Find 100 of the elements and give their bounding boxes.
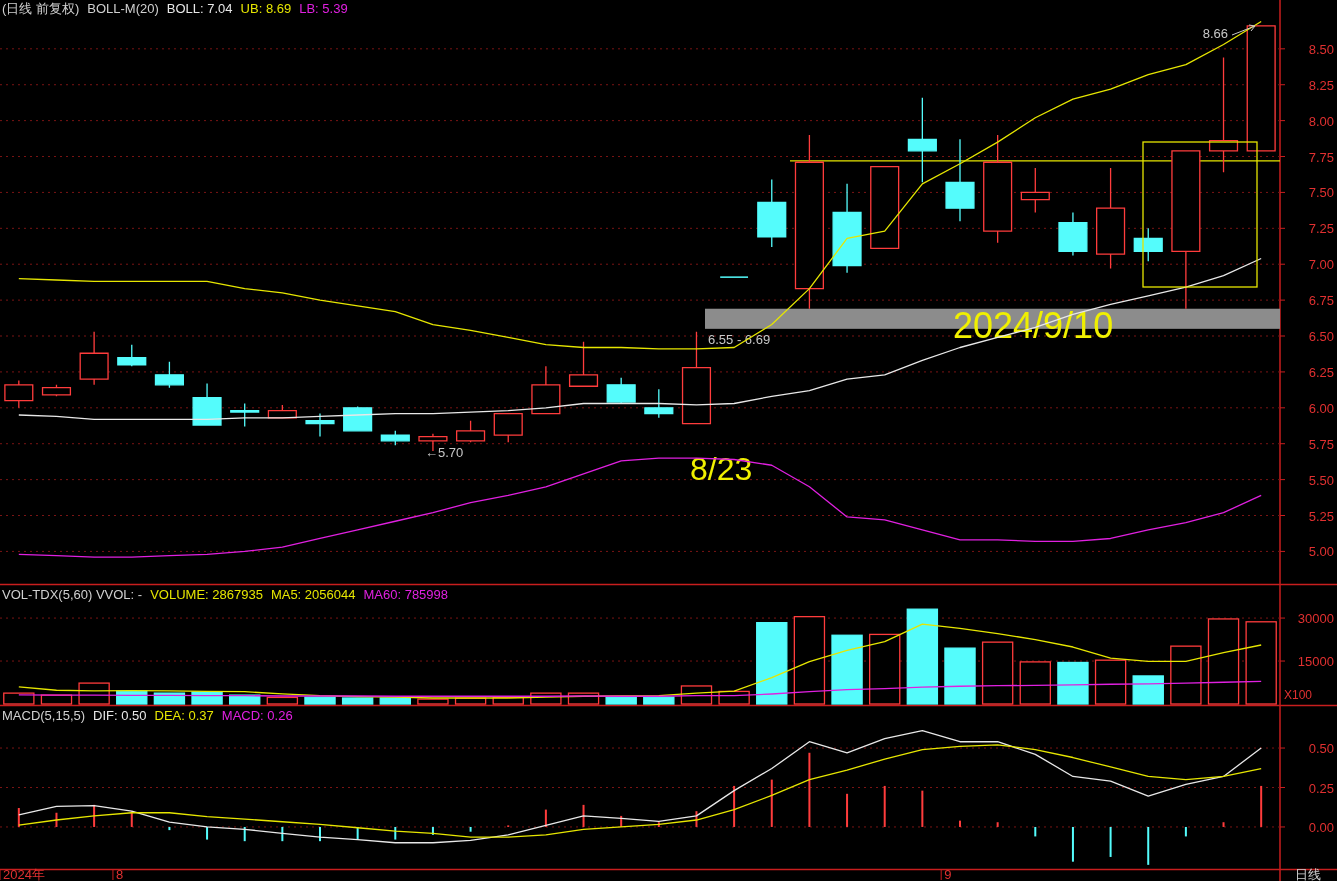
text: X100 [1284, 688, 1313, 702]
chart-title: (日线 前复权) [2, 1, 80, 16]
band-label: 6.55 - 6.69 [708, 331, 771, 347]
bar [756, 622, 788, 705]
bar [1170, 645, 1202, 705]
bar [996, 822, 999, 827]
annotation: VOLUME: 2867935 [150, 587, 263, 602]
bar [341, 697, 374, 705]
candlestick [343, 405, 373, 432]
y-tick-label: 7.00 [1308, 257, 1334, 273]
y-tick-label: 5.00 [1308, 544, 1334, 560]
text: LB: 5.39 [299, 1, 348, 16]
bar [544, 809, 547, 827]
candlestick [794, 134, 824, 310]
bar [733, 785, 736, 827]
candlestick [1133, 227, 1163, 262]
candlestick [230, 402, 260, 428]
y-tick-label: 7.25 [1308, 221, 1334, 237]
y-tick-label: 5.75 [1308, 436, 1334, 452]
bar [379, 697, 411, 705]
y-tick-label: 7.75 [1308, 149, 1334, 165]
text: DIF: 0.50 [93, 708, 147, 723]
bar [191, 691, 223, 705]
bar [116, 690, 148, 705]
line-series [18, 623, 1262, 699]
bar [1184, 826, 1187, 837]
bar [944, 647, 976, 705]
candlestick [79, 331, 109, 386]
bar [981, 641, 1014, 705]
y-tick-label: 0.00 [1308, 819, 1334, 835]
y-tick-label: 6.50 [1308, 329, 1334, 345]
y-tick-label: 6.75 [1308, 293, 1334, 309]
candlestick [1096, 167, 1126, 270]
candlestick [870, 165, 900, 250]
y-tick-label: 5.25 [1308, 508, 1334, 524]
y-tick-label: 6.00 [1308, 400, 1334, 416]
bar [1260, 785, 1263, 827]
line-series [18, 457, 1262, 558]
candlestick [456, 420, 486, 443]
bar [266, 696, 299, 705]
line-series [18, 680, 1262, 697]
candlestick [983, 134, 1013, 244]
bar [1057, 661, 1089, 705]
bar [869, 633, 901, 705]
text: MA5: 2056044 [270, 587, 356, 602]
annotation: 8.66 [1202, 26, 1228, 41]
bar [1094, 659, 1127, 705]
chart-subtitle: MACD(5,15,5) [2, 708, 86, 723]
y-tick-label: 8.00 [1308, 113, 1334, 129]
candlestick [493, 412, 523, 443]
candlestick [1058, 211, 1088, 257]
bar [582, 804, 585, 827]
bar [1245, 621, 1277, 705]
candlestick [568, 341, 599, 387]
candlestick [832, 183, 862, 274]
candlestick [945, 138, 975, 222]
chart-subtitle: VOL-TDX(5,60) VVOL: - [2, 587, 143, 602]
bar [243, 826, 246, 842]
bar [206, 826, 209, 840]
candlestick [1171, 150, 1201, 310]
y-tick-label: 0.50 [1308, 741, 1334, 757]
text: 日线 [1295, 867, 1321, 881]
bar [1147, 826, 1150, 865]
bar [846, 793, 849, 827]
candlestick [380, 430, 410, 446]
y-tick-label: 6.25 [1308, 364, 1334, 380]
candlestick [757, 178, 787, 248]
candlestick [305, 412, 335, 438]
text: MA60: 785998 [363, 587, 449, 602]
bar [3, 692, 35, 705]
bar [831, 634, 863, 705]
annotation: 8/23 [690, 451, 753, 487]
bar [304, 696, 336, 705]
candlestick [41, 384, 72, 397]
candlestick [1020, 167, 1050, 214]
candlestick [644, 388, 674, 419]
bar [319, 826, 321, 842]
y-tick-label: 15000 [1297, 654, 1334, 670]
text: DEA: 0.37 [154, 708, 214, 723]
bar [770, 779, 773, 827]
y-tick-label: 8.25 [1308, 77, 1334, 93]
bar [921, 790, 924, 827]
candlestick [907, 97, 937, 184]
text: UB: 8.69 [240, 1, 292, 16]
y-tick-label: 0.25 [1308, 780, 1334, 796]
bar [793, 616, 826, 705]
candlestick [192, 382, 222, 426]
bar [643, 696, 675, 705]
y-tick-label: 8.50 [1308, 41, 1334, 57]
bar [1207, 618, 1240, 705]
bar [281, 826, 284, 842]
bar [959, 820, 961, 827]
candlestick [606, 377, 636, 405]
annotation: ←5.70 [425, 445, 464, 460]
bar [469, 826, 472, 832]
bar [808, 752, 811, 827]
text: BOLL: 7.04 [166, 1, 233, 16]
line-series [18, 257, 1262, 420]
candlestick [531, 365, 561, 415]
bar [906, 608, 939, 705]
